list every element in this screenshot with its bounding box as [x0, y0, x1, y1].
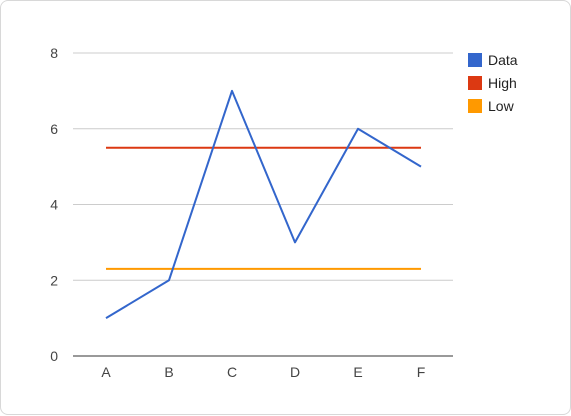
y-tick-label: 2: [50, 272, 58, 288]
legend-label-low: Low: [488, 98, 515, 114]
legend-swatch-high: [468, 76, 482, 90]
legend-label-data: Data: [488, 52, 518, 68]
y-tick-label: 0: [50, 348, 58, 364]
y-tick-label: 6: [50, 121, 58, 137]
y-axis-ticks: 0 2 4 6 8: [50, 45, 58, 364]
y-tick-label: 8: [50, 45, 58, 61]
x-tick-label: B: [164, 364, 173, 380]
x-axis-ticks: A B C D E F: [101, 364, 425, 380]
legend-swatch-data: [468, 53, 482, 67]
y-tick-label: 4: [50, 197, 58, 213]
x-tick-label: D: [290, 364, 300, 380]
x-tick-label: E: [353, 364, 362, 380]
legend-label-high: High: [488, 75, 517, 91]
legend: Data High Low: [468, 52, 518, 114]
series-line-data: [105, 89, 422, 319]
x-tick-label: A: [101, 364, 111, 380]
grid-lines: [73, 52, 453, 281]
legend-swatch-low: [468, 99, 482, 113]
x-tick-label: F: [417, 364, 426, 380]
series-lines: [105, 89, 422, 319]
x-tick-label: C: [227, 364, 237, 380]
